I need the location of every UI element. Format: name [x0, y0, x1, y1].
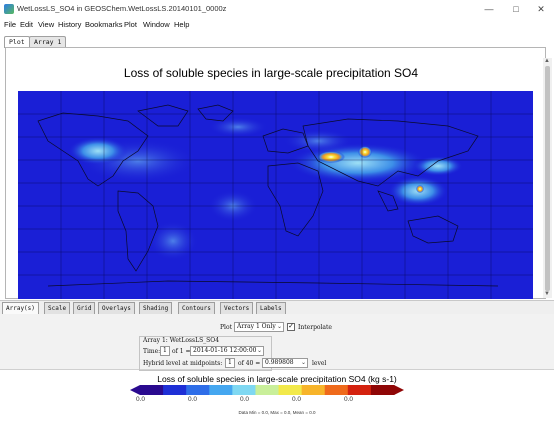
- menu-window[interactable]: Window: [143, 20, 170, 29]
- plot-title: Loss of soluble species in large-scale p…: [123, 66, 419, 80]
- plot-mode-label: Plot: [220, 324, 232, 331]
- colorbar-cell: [301, 385, 326, 395]
- menu-file[interactable]: File: [4, 20, 17, 29]
- menu-bookmarks[interactable]: Bookmarks: [85, 20, 123, 29]
- interpolate-label: Interpolate: [298, 324, 332, 331]
- scroll-down-icon[interactable]: ▼: [544, 291, 550, 297]
- array-1-group: [139, 336, 272, 371]
- chevron-down-icon: ⌄: [256, 347, 262, 354]
- time-of-label: of 1 =: [172, 348, 191, 355]
- app-icon: [4, 4, 14, 14]
- tab-array-1[interactable]: Array 1: [29, 36, 67, 48]
- level-unit: level: [312, 360, 327, 367]
- plot-mode-value: Array 1 Only: [237, 323, 276, 330]
- colorbar-low-arrow-icon: [130, 385, 140, 395]
- colorbar-tick: 0.0: [188, 396, 198, 403]
- level-of-label: of 40 =: [238, 360, 261, 367]
- time-value: 2014-01-16 12:00:00: [193, 347, 257, 354]
- plot-panel: Loss of soluble species in large-scale p…: [5, 47, 546, 299]
- document-tabs: Plot Array 1: [0, 34, 554, 48]
- colorbar-tick: 0.0: [292, 396, 302, 403]
- tab-overlays[interactable]: Overlays: [98, 302, 135, 314]
- time-label: Time:: [143, 348, 161, 355]
- menu-bar: File Edit View History Bookmarks Plot Wi…: [0, 18, 554, 32]
- colorbar-cell: [347, 385, 372, 395]
- colorbar-cell: [186, 385, 210, 395]
- minimize-button[interactable]: —: [484, 4, 494, 14]
- map-grid: [18, 91, 533, 299]
- colorbar-tick: 0.0: [344, 396, 354, 403]
- menu-edit[interactable]: Edit: [20, 20, 33, 29]
- colorbar-cell: [232, 385, 256, 395]
- tab-vectors[interactable]: Vectors: [220, 302, 254, 314]
- close-button[interactable]: ✕: [537, 4, 545, 14]
- level-value: 0.989808: [265, 359, 294, 366]
- scroll-up-icon[interactable]: ▲: [544, 58, 550, 64]
- tab-labels[interactable]: Labels: [256, 302, 286, 314]
- array-controls: Plot Array 1 Only ⌄ ✓ Interpolate Array …: [0, 314, 554, 371]
- colorbar-cell: [163, 385, 187, 395]
- chevron-down-icon: ⌄: [276, 323, 282, 330]
- plot-scrollbar[interactable]: ▲ ▼: [543, 58, 552, 298]
- colorbar: [130, 385, 404, 395]
- interpolate-checkbox[interactable]: ✓: [287, 323, 295, 331]
- colorbar-cell: [324, 385, 349, 395]
- coastlines: [37, 104, 499, 287]
- tab-grid[interactable]: Grid: [73, 302, 96, 314]
- menu-plot[interactable]: Plot: [124, 20, 137, 29]
- world-map[interactable]: [18, 91, 533, 299]
- tab-contours[interactable]: Contours: [178, 302, 215, 314]
- tab-scale[interactable]: Scale: [44, 302, 71, 314]
- colorbar-cell: [209, 385, 233, 395]
- scroll-thumb[interactable]: [545, 66, 550, 291]
- colorbar-high-arrow-icon: [394, 385, 404, 395]
- data-stats: Data Min = 0.0, Max = 0.0, Mean = 0.0: [238, 410, 316, 415]
- colorbar-cell: [140, 385, 164, 395]
- colorbar-cell: [278, 385, 303, 395]
- level-label: Hybrid level at midpoints:: [143, 360, 223, 367]
- control-tabs: Array(s) Scale Grid Overlays Shading Con…: [0, 300, 554, 314]
- colorbar-cell: [255, 385, 280, 395]
- colorbar-title: Loss of soluble species in large-scale p…: [157, 374, 397, 384]
- menu-help[interactable]: Help: [174, 20, 190, 29]
- colorbar-tick: 0.0: [136, 396, 146, 403]
- map-background: [18, 91, 533, 299]
- menu-history[interactable]: History: [58, 20, 82, 29]
- colorbar-tick: 0.0: [240, 396, 250, 403]
- level-select[interactable]: 0.989808 ⌄: [262, 358, 308, 368]
- window-title: WetLossLS_SO4 in GEOSChem.WetLossLS.2014…: [17, 4, 227, 13]
- array-label: Array 1: WetLossLS_SO4: [143, 337, 220, 344]
- time-select[interactable]: 2014-01-16 12:00:00 ⌄: [190, 346, 264, 356]
- menu-view[interactable]: View: [38, 20, 55, 29]
- colorbar-cell: [370, 385, 395, 395]
- colorbar-cells: [140, 385, 395, 395]
- maximize-button[interactable]: □: [513, 4, 519, 14]
- level-index-field[interactable]: 1: [225, 358, 235, 368]
- tab-arrays[interactable]: Array(s): [2, 302, 39, 314]
- field-highlights: [68, 117, 463, 261]
- tab-shading[interactable]: Shading: [139, 302, 173, 314]
- chevron-down-icon: ⌄: [300, 359, 306, 366]
- title-bar: WetLossLS_SO4 in GEOSChem.WetLossLS.2014…: [0, 0, 554, 18]
- plot-mode-select[interactable]: Array 1 Only ⌄: [234, 322, 284, 332]
- time-index-field[interactable]: 1: [160, 346, 170, 356]
